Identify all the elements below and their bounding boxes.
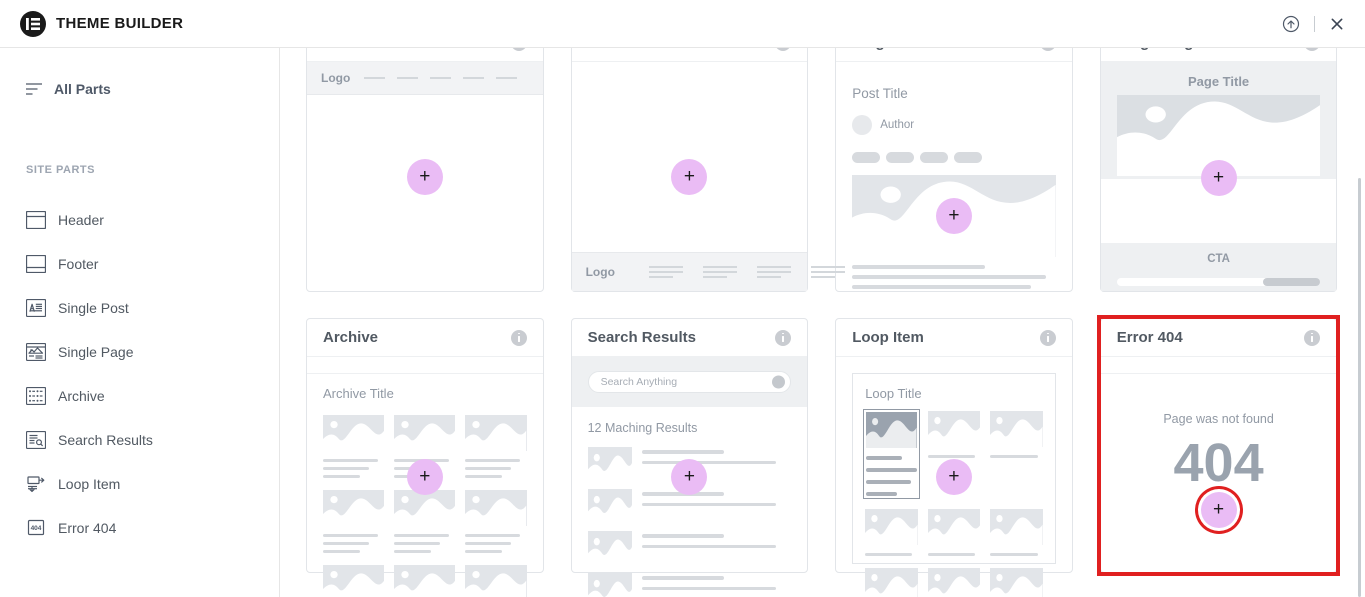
svg-text:404: 404: [31, 525, 42, 532]
